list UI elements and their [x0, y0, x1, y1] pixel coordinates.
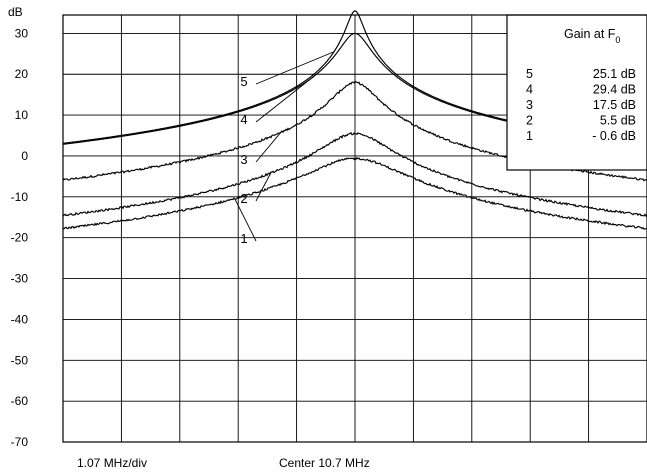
legend-entry-gain: - 0.6 dB [592, 129, 636, 143]
x-scale-label: 1.07 MHz/div [77, 456, 147, 470]
y-axis-unit-label: dB [8, 5, 23, 19]
y-tick-label: -50 [11, 353, 29, 367]
callout-leader-4 [255, 74, 317, 123]
callout-label-4: 4 [240, 112, 247, 127]
callout-label-1: 1 [240, 231, 247, 246]
y-tick-label: -20 [11, 231, 29, 245]
y-tick-label: -10 [11, 190, 29, 204]
callout-label-5: 5 [240, 74, 247, 89]
y-axis: dB 30 20 10 0 -10 -20 -30 -40 -50 -60 -70 [8, 5, 28, 449]
plot-frame [62, 14, 647, 443]
curve-2 [62, 132, 647, 218]
y-tick-label: -40 [11, 312, 29, 326]
legend-entry-id: 2 [526, 114, 533, 128]
legend-entry-id: 5 [526, 67, 533, 81]
legend-title: Gain at F0 [564, 27, 620, 45]
y-tick-label: -60 [11, 394, 29, 408]
legend-entry-gain: 29.4 dB [593, 83, 636, 97]
legend-entry-id: 1 [526, 129, 533, 143]
y-tick-label: 20 [15, 67, 29, 81]
legend-entry-gain: 5.5 dB [600, 114, 636, 128]
legend-entry-id: 4 [526, 83, 533, 97]
callout-leader-3 [255, 130, 283, 163]
callout-leader-5 [255, 51, 335, 85]
legend-entry-id: 3 [526, 98, 533, 112]
legend-title-subscript: 0 [615, 35, 620, 45]
y-tick-label: 0 [21, 149, 28, 163]
callout-label-3: 3 [240, 152, 247, 167]
legend-entry-gain: 17.5 dB [593, 98, 636, 112]
y-tick-label: -30 [11, 272, 29, 286]
y-tick-label: 30 [15, 26, 29, 40]
callout-leader-2 [255, 174, 271, 202]
curve-1 [62, 156, 647, 230]
callout-label-2: 2 [240, 191, 247, 206]
x-center-label: Center 10.7 MHz [279, 456, 370, 470]
y-tick-label: 10 [15, 108, 29, 122]
curve-callouts: 5 4 3 2 1 [234, 51, 335, 246]
y-tick-label: -70 [11, 435, 29, 449]
callout-leader-1 [234, 199, 257, 242]
legend: Gain at F0 5 25.1 dB 4 29.4 dB 3 17.5 dB 2 5.5 … [506, 14, 647, 171]
legend-entry-gain: 25.1 dB [593, 67, 636, 81]
